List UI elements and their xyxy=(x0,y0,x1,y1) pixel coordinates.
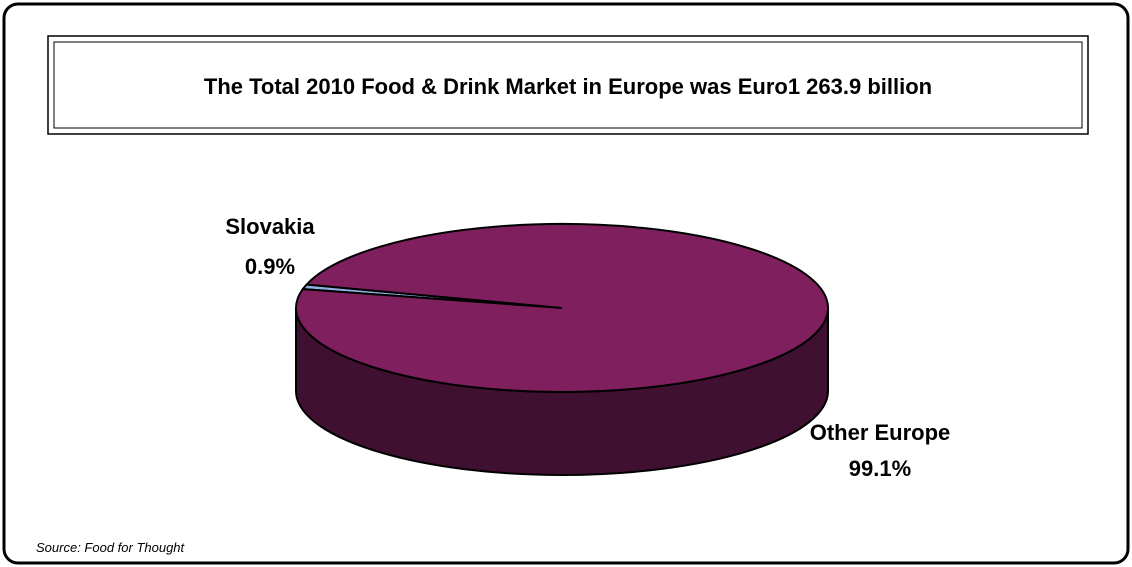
pie-slice-other-europe xyxy=(295,222,830,393)
pie-3d xyxy=(295,222,830,476)
title-box-outer xyxy=(47,35,1089,135)
source-note: Source: Food for Thought xyxy=(36,540,186,555)
chart-title: The Total 2010 Food & Drink Market in Eu… xyxy=(204,74,932,99)
slice-value-slovakia: 0.9% xyxy=(245,254,295,279)
slice-value-other-europe: 99.1% xyxy=(849,456,911,481)
slice-label-slovakia: Slovakia xyxy=(225,214,315,239)
slice-label-other-europe: Other Europe xyxy=(810,420,951,445)
title-box-inner xyxy=(53,41,1083,129)
